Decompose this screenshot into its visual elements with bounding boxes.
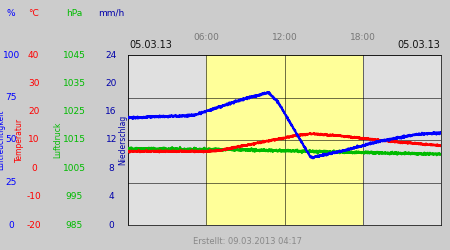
Text: Luftfeuchtigkeit: Luftfeuchtigkeit (0, 110, 5, 170)
Text: Erstellt: 09.03.2013 04:17: Erstellt: 09.03.2013 04:17 (193, 237, 302, 246)
Text: 1035: 1035 (63, 79, 86, 88)
Text: -20: -20 (27, 220, 41, 230)
Text: 10: 10 (28, 136, 40, 144)
Text: 20: 20 (28, 107, 40, 116)
Text: %: % (7, 9, 16, 18)
Text: 8: 8 (108, 164, 114, 173)
Text: Temperatur: Temperatur (15, 118, 24, 162)
Text: 985: 985 (66, 220, 83, 230)
Text: 24: 24 (105, 50, 117, 59)
Text: 50: 50 (5, 136, 17, 144)
Text: 18:00: 18:00 (350, 34, 376, 42)
Text: mm/h: mm/h (98, 9, 124, 18)
Text: 995: 995 (66, 192, 83, 201)
Text: 0: 0 (9, 220, 14, 230)
Text: 0: 0 (31, 164, 36, 173)
Text: 25: 25 (5, 178, 17, 187)
Text: Luftdruck: Luftdruck (53, 122, 62, 158)
Text: 1005: 1005 (63, 164, 86, 173)
Text: 1025: 1025 (63, 107, 86, 116)
Text: -10: -10 (27, 192, 41, 201)
Text: 06:00: 06:00 (194, 34, 220, 42)
Text: 40: 40 (28, 50, 40, 59)
Bar (207, 55, 363, 225)
Text: °C: °C (28, 9, 39, 18)
Text: 05.03.13: 05.03.13 (397, 40, 440, 50)
Text: 1045: 1045 (63, 50, 86, 59)
Text: Niederschlag: Niederschlag (118, 115, 127, 165)
Text: 0: 0 (108, 220, 114, 230)
Text: 12: 12 (105, 136, 117, 144)
Text: 1015: 1015 (63, 136, 86, 144)
Text: 16: 16 (105, 107, 117, 116)
Text: 05.03.13: 05.03.13 (129, 40, 172, 50)
Text: hPa: hPa (66, 9, 82, 18)
Text: 30: 30 (28, 79, 40, 88)
Text: 4: 4 (108, 192, 114, 201)
Text: 75: 75 (5, 93, 17, 102)
Text: 100: 100 (3, 50, 20, 59)
Text: 12:00: 12:00 (272, 34, 297, 42)
Text: 20: 20 (105, 79, 117, 88)
